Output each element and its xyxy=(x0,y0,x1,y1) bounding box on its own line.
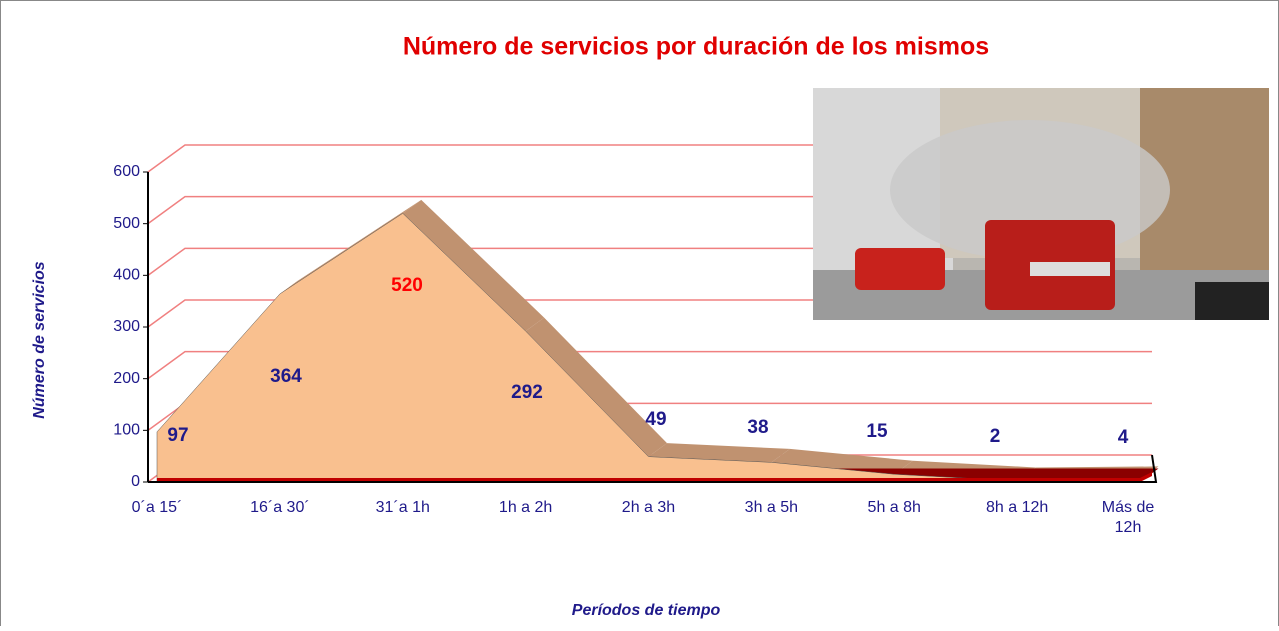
x-tick-label: 8h a 12h xyxy=(986,499,1048,516)
value-label: 49 xyxy=(645,409,666,430)
y-tick-label: 0 xyxy=(131,473,140,490)
y-tick-label: 500 xyxy=(113,215,140,232)
value-label: 292 xyxy=(511,382,543,403)
photo xyxy=(813,88,1269,320)
x-tick-label: 31´a 1h xyxy=(376,499,430,516)
value-label: 97 xyxy=(167,425,188,446)
chart-title: Número de servicios por duración de los … xyxy=(403,33,989,61)
x-tick-label: 16´a 30´ xyxy=(250,499,310,516)
y-tick-label: 100 xyxy=(113,422,140,439)
y-tick-label: 600 xyxy=(113,163,140,180)
x-tick-label: 3h a 5h xyxy=(745,499,798,516)
chart: Número de servicios por duración de los … xyxy=(0,0,1279,626)
value-label: 38 xyxy=(747,417,768,438)
value-label: 4 xyxy=(1118,427,1129,448)
value-label: 364 xyxy=(270,366,302,387)
y-tick-label: 300 xyxy=(113,318,140,335)
y-tick-label: 200 xyxy=(113,370,140,387)
x-tick-label: 2h a 3h xyxy=(622,499,675,516)
value-label: 2 xyxy=(990,426,1001,447)
x-tick-label: 0´a 15´ xyxy=(132,499,183,516)
value-label: 15 xyxy=(866,421,888,442)
x-tick-label: 5h a 8h xyxy=(868,499,921,516)
y-axis-label: Número de servicios xyxy=(31,261,48,419)
y-tick-label: 400 xyxy=(113,267,140,284)
x-tick-label: 1h a 2h xyxy=(499,499,552,516)
x-axis-label: Períodos de tiempo xyxy=(572,602,721,619)
value-label: 520 xyxy=(391,275,423,296)
